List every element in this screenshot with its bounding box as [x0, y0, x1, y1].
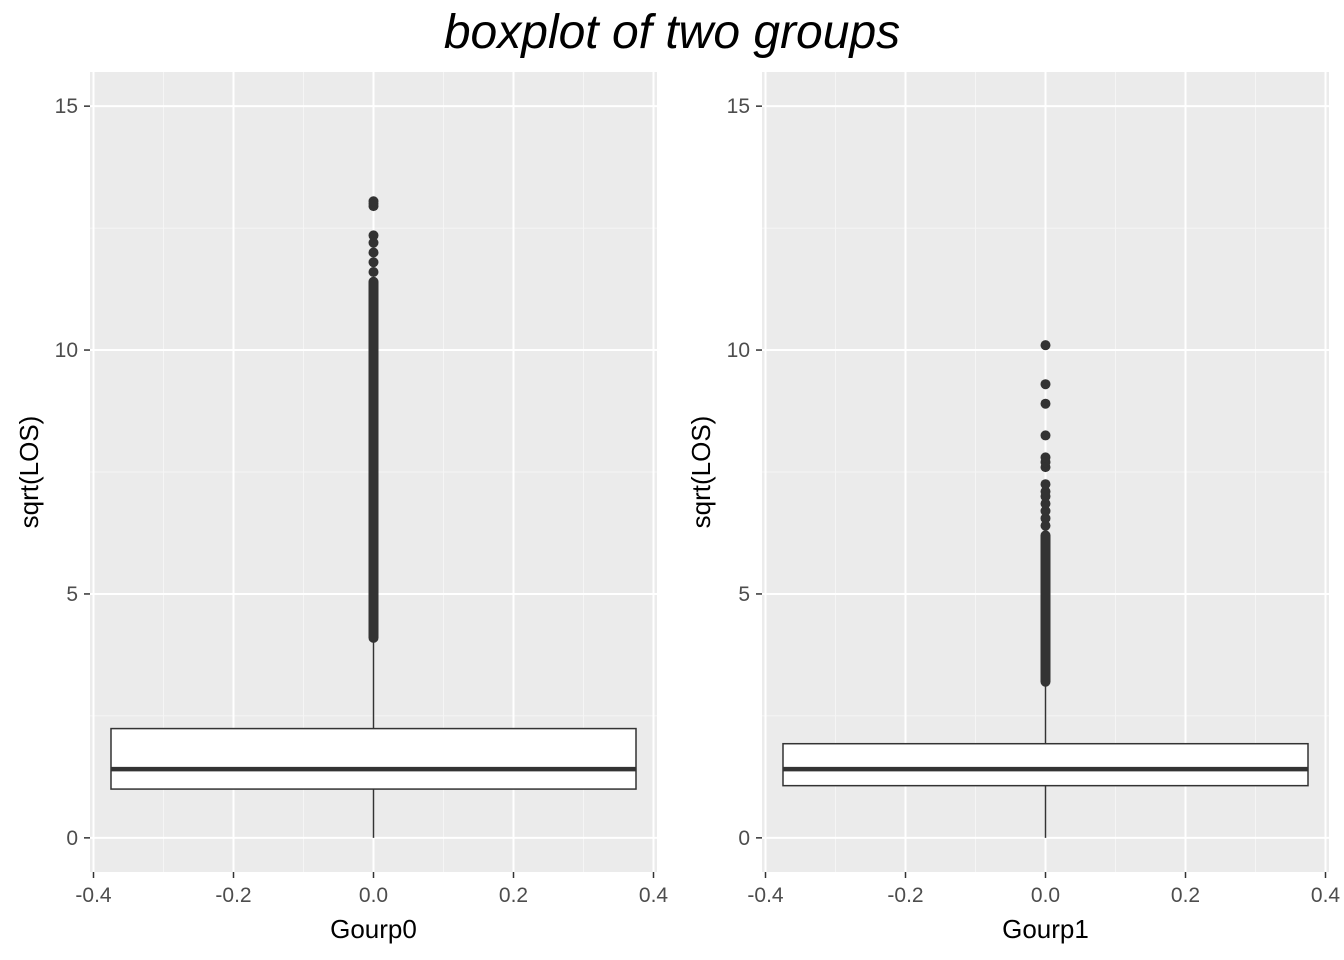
- x-tick-label: -0.4: [747, 884, 784, 907]
- outlier-point: [1040, 520, 1051, 531]
- outlier-point: [1040, 340, 1051, 351]
- y-axis-label: sqrt(LOS): [14, 416, 44, 529]
- y-tick-label: 0: [66, 827, 78, 850]
- outlier-point: [1040, 430, 1051, 441]
- y-tick-label: 0: [738, 827, 750, 850]
- outlier-point: [1040, 513, 1051, 524]
- panel-group0: -0.4 -0.2 0.0 0.2 0.4 0 5 10 15 Gourp0 sqrt(LOS): [14, 72, 668, 944]
- x-tick-label: 0.4: [639, 884, 669, 907]
- y-tick-label: 10: [727, 339, 750, 362]
- outlier-point: [1040, 498, 1051, 509]
- y-axis-label: sqrt(LOS): [686, 416, 716, 529]
- outlier-point: [368, 230, 379, 241]
- panel-group1: -0.4 -0.2 0.0 0.2 0.4 0 5 10 15 Gourp1 sqrt(LOS): [686, 72, 1340, 944]
- y-tick-label: 5: [738, 583, 750, 606]
- box-iqr: [782, 742, 1309, 787]
- x-tick-label: -0.2: [215, 884, 251, 907]
- y-tick-label: 10: [55, 339, 78, 362]
- outlier-point: [368, 247, 379, 258]
- outlier-point: [1040, 452, 1051, 463]
- figure-title: boxplot of two groups: [444, 6, 900, 59]
- x-tick-label: 0.4: [1311, 884, 1341, 907]
- x-tick-label: 0.2: [499, 884, 528, 907]
- x-tick-label: -0.4: [75, 884, 112, 907]
- outlier-point: [368, 196, 379, 207]
- x-tick-label: 0.0: [359, 884, 388, 907]
- outlier-point: [368, 267, 379, 277]
- x-tick-label: -0.2: [887, 884, 923, 907]
- outlier-point: [1040, 398, 1051, 409]
- x-tick-label: 0.2: [1171, 884, 1200, 907]
- outlier-point: [368, 257, 379, 268]
- y-tick-label: 15: [55, 95, 78, 118]
- outlier-point: [1040, 506, 1051, 517]
- x-axis-label: Gourp1: [1002, 914, 1089, 944]
- y-tick-label: 5: [66, 583, 78, 606]
- y-tick-label: 15: [727, 95, 750, 118]
- x-tick-label: 0.0: [1031, 884, 1060, 907]
- outlier-point: [368, 237, 379, 248]
- x-axis-label: Gourp0: [330, 914, 417, 944]
- outlier-point: [1040, 479, 1051, 490]
- outlier-point: [1040, 486, 1051, 497]
- box-iqr: [110, 727, 637, 790]
- outlier-point: [1040, 379, 1051, 390]
